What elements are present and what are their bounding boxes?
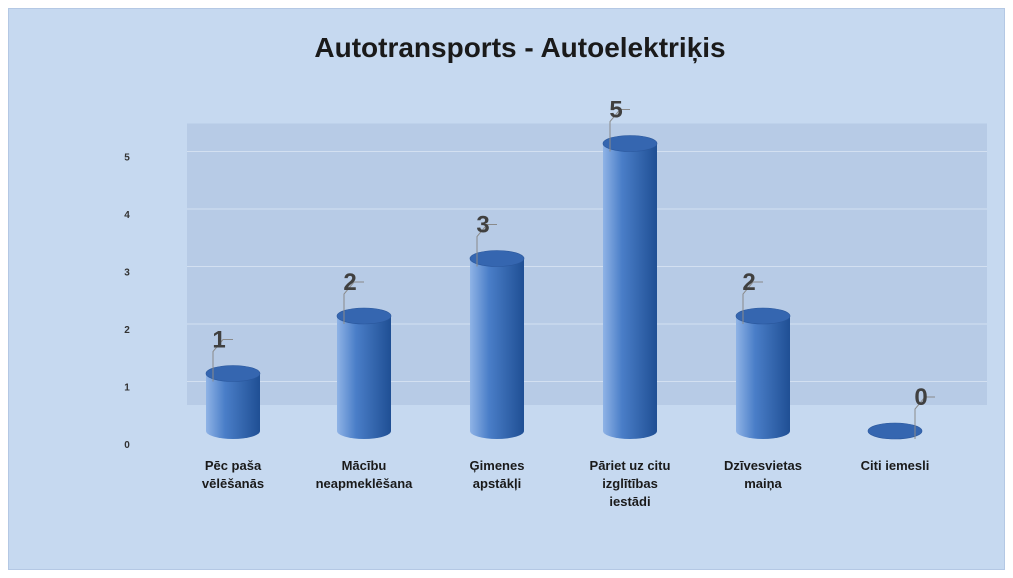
data-label: 5 <box>609 97 622 124</box>
bar-top <box>205 365 261 382</box>
data-labels: 1 2 3 5 2 0 <box>212 97 935 439</box>
bar-body <box>337 316 391 439</box>
bar-top <box>867 422 923 440</box>
category-label-line: iestādi <box>609 494 650 509</box>
y-tick-label: 0 <box>124 440 130 451</box>
category-label-line: maiņa <box>744 476 782 491</box>
data-label: 0 <box>914 384 927 411</box>
data-label: 2 <box>742 269 755 296</box>
category-label-line: neapmeklēšana <box>316 476 414 491</box>
category-label-line: Ģimenes <box>470 458 525 473</box>
y-tick-label: 5 <box>124 153 130 164</box>
leader-line <box>212 339 233 382</box>
bar <box>735 307 791 439</box>
bar <box>205 365 261 439</box>
data-label: 2 <box>343 269 356 296</box>
y-tick-label: 1 <box>124 383 130 394</box>
gridlines <box>187 151 987 382</box>
category-label-line: izglītības <box>602 476 658 491</box>
data-label: 3 <box>476 212 489 239</box>
leader-line <box>609 109 630 152</box>
bar-body <box>603 143 657 439</box>
bar-body <box>206 373 260 439</box>
category-label: Ģimenes apstākļi <box>470 458 525 491</box>
category-label-line: apstākļi <box>473 476 521 491</box>
category-label: Citi iemesli <box>861 458 930 473</box>
bar <box>336 307 392 439</box>
y-axis-ticks: 0 1 2 3 4 5 <box>124 153 130 452</box>
plot-area-background <box>187 123 987 405</box>
leader-line <box>742 281 763 324</box>
category-label-line: Pēc paša <box>205 458 262 473</box>
chart-title: Autotransports - Autoelektriķis <box>314 32 725 63</box>
y-tick-label: 2 <box>124 325 130 336</box>
bar-top <box>336 307 392 325</box>
y-tick-label: 4 <box>124 210 130 221</box>
leader-line <box>914 396 935 439</box>
category-label: Dzīvesvietas maiņa <box>724 458 802 491</box>
bar <box>469 250 525 439</box>
bar-body <box>470 258 524 439</box>
category-labels: Pēc paša vēlēšanās Mācību neapmeklēšana Ģime… <box>202 458 929 509</box>
category-label: Mācību neapmeklēšana <box>316 458 414 491</box>
bar <box>602 135 658 439</box>
category-label-line: Citi iemesli <box>861 458 930 473</box>
bar-top <box>469 250 525 267</box>
bar-top <box>735 307 791 325</box>
category-label-line: Pāriet uz citu <box>590 458 671 473</box>
bar-top <box>602 135 658 152</box>
chart-frame: 0 1 2 3 4 5 1 2 3 5 2 0 Pēc paša vēlēšanās Mācību nea… <box>8 8 1005 570</box>
category-label-line: Dzīvesvietas <box>724 458 802 473</box>
category-label: Pāriet uz citu izglītības iestādi <box>590 458 671 509</box>
leader-line <box>343 281 364 324</box>
bar-chart: 0 1 2 3 4 5 1 2 3 5 2 0 Pēc paša vēlēšanās Mācību nea… <box>124 32 987 509</box>
data-label: 1 <box>212 327 225 354</box>
bar <box>867 422 923 440</box>
category-label: Pēc paša vēlēšanās <box>202 458 264 491</box>
category-label-line: Mācību <box>342 458 387 473</box>
y-tick-label: 3 <box>124 268 130 279</box>
bar-body <box>736 316 790 439</box>
bars <box>205 135 923 440</box>
category-label-line: vēlēšanās <box>202 476 264 491</box>
leader-line <box>476 224 497 267</box>
